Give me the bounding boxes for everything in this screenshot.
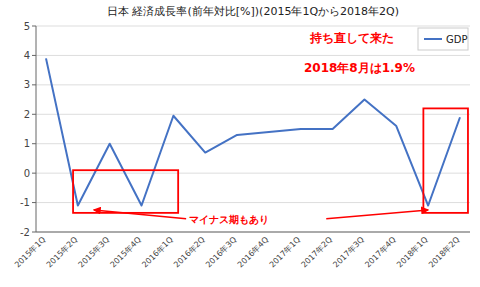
chart: 日本 経済成長率(前年対比[%])(2015年1Qから2018年2Q) -2 -1 0… bbox=[0, 0, 480, 287]
tick-label: 2016年1Q bbox=[140, 235, 174, 269]
grid-line bbox=[36, 114, 470, 115]
annotation: マイナス期もあり bbox=[189, 214, 269, 225]
axis-line bbox=[36, 26, 37, 232]
tick-mark bbox=[32, 55, 36, 56]
tick-label: 5 bbox=[24, 21, 30, 32]
tick-mark bbox=[32, 84, 36, 85]
grid-line bbox=[36, 26, 470, 27]
grid-line bbox=[36, 143, 470, 144]
tick-label: 3 bbox=[24, 79, 30, 90]
tick-label: 0 bbox=[24, 168, 30, 179]
tick-mark bbox=[32, 202, 36, 203]
tick-label: 2017年3Q bbox=[331, 235, 365, 269]
tick-label: 2015年2Q bbox=[45, 235, 79, 269]
grid-line bbox=[36, 232, 470, 233]
arrow bbox=[326, 210, 428, 219]
tick-mark bbox=[32, 143, 36, 144]
x-axis: 2015年1Q2015年2Q2015年3Q2015年4Q2016年1Q2016年… bbox=[13, 235, 461, 269]
tick-label: -2 bbox=[20, 227, 30, 238]
tick-label: 2017年1Q bbox=[268, 235, 302, 269]
tick-label: 2015年3Q bbox=[77, 235, 111, 269]
tick-label: 2016年2Q bbox=[172, 235, 206, 269]
axis-line bbox=[36, 232, 470, 233]
tick-label: 2015年4Q bbox=[108, 235, 142, 269]
grid-line bbox=[36, 202, 470, 203]
grid-line bbox=[36, 173, 470, 174]
tick-label: 2016年4Q bbox=[236, 235, 270, 269]
legend-label: GDP bbox=[446, 34, 467, 45]
annotation: 持ち直して来た bbox=[309, 31, 394, 45]
tick-label: 4 bbox=[24, 50, 30, 61]
tick-label: 2017年4Q bbox=[363, 235, 397, 269]
tick-mark bbox=[32, 232, 36, 233]
arrow bbox=[94, 210, 186, 219]
tick-mark bbox=[32, 173, 36, 174]
tick-label: 2 bbox=[24, 109, 30, 120]
line bbox=[46, 58, 460, 205]
tick-label: 1 bbox=[24, 138, 30, 149]
tick-label: 2017年2Q bbox=[300, 235, 334, 269]
highlight-box bbox=[73, 170, 178, 213]
tick-mark bbox=[32, 26, 36, 27]
tick-label: -1 bbox=[20, 197, 30, 208]
grid-line bbox=[36, 55, 470, 56]
legend-swatch bbox=[424, 38, 442, 40]
highlights bbox=[73, 108, 468, 218]
tick-label: 2016年3Q bbox=[204, 235, 238, 269]
y-axis: -2 -1 0 1 2 3 4 5 bbox=[20, 21, 470, 238]
annotation: 2018年8月は1.9% bbox=[304, 61, 415, 75]
legend: GDP bbox=[418, 28, 468, 50]
tick-label: 2018年2Q bbox=[427, 235, 461, 269]
grid-line bbox=[36, 84, 470, 85]
highlight-box bbox=[423, 108, 468, 212]
tick-label: 2015年1Q bbox=[13, 235, 47, 269]
title: 日本 経済成長率(前年対比[%])(2015年1Qから2018年2Q) bbox=[107, 5, 399, 18]
legend-box bbox=[418, 28, 468, 50]
tick-mark bbox=[32, 114, 36, 115]
plot-area bbox=[46, 58, 460, 205]
tick-label: 2018年1Q bbox=[395, 235, 429, 269]
